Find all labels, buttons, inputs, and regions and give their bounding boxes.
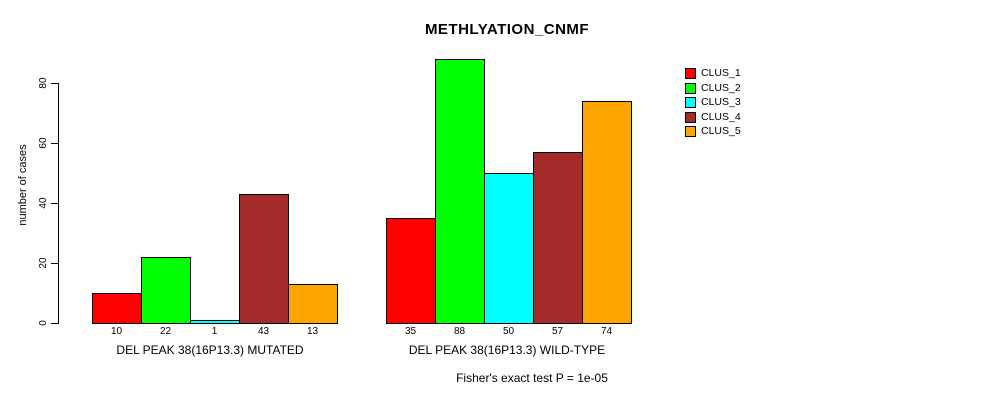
bar-value-label: 35 — [404, 326, 417, 337]
legend-label-clus_5: CLUS_5 — [701, 125, 741, 137]
bar-clus_2-group2 — [435, 59, 485, 324]
bar-clus_5-group1 — [288, 284, 338, 324]
bar-value-label: 43 — [257, 326, 270, 337]
y-tick — [51, 203, 58, 204]
bar-value-label: 10 — [110, 326, 123, 337]
group-label: DEL PEAK 38(16P13.3) WILD-TYPE — [408, 343, 606, 357]
bar-clus_5-group2 — [582, 101, 632, 324]
bar-value-label: 57 — [551, 326, 564, 337]
legend-label-clus_4: CLUS_4 — [701, 110, 741, 123]
legend-swatch-clus_5 — [685, 126, 696, 137]
legend-swatch-clus_3 — [685, 97, 696, 108]
legend-swatch-clus_1 — [685, 68, 696, 79]
bar-value-label: 50 — [502, 326, 515, 337]
y-tick-label: 40 — [38, 197, 49, 209]
y-axis-label: number of cases — [17, 144, 29, 226]
y-tick-label: 0 — [38, 320, 49, 326]
bar-value-label: 13 — [306, 326, 319, 337]
bar-value-label: 1 — [211, 326, 218, 337]
y-tick — [51, 263, 58, 264]
bar-clus_2-group1 — [141, 257, 191, 324]
y-tick-label: 80 — [38, 77, 49, 89]
y-tick-label: 60 — [38, 137, 49, 149]
y-axis-line — [58, 83, 59, 324]
legend-label-clus_3: CLUS_3 — [701, 96, 741, 108]
y-tick-label: 20 — [38, 257, 49, 269]
chart-title: METHLYATION_CNMF — [424, 21, 590, 38]
legend-label-clus_2: CLUS_2 — [701, 81, 741, 94]
bar-value-label: 74 — [600, 326, 613, 337]
bar-clus_4-group2 — [533, 152, 583, 324]
bar-clus_1-group1 — [92, 293, 142, 324]
bar-clus_3-group1 — [190, 320, 240, 324]
legend-swatch-clus_4 — [685, 111, 696, 123]
bar-clus_3-group2 — [484, 173, 534, 324]
group-label: DEL PEAK 38(16P13.3) MUTATED — [116, 343, 304, 357]
y-tick — [51, 83, 58, 84]
bar-clus_4-group1 — [239, 194, 289, 324]
fisher-test-note: Fisher's exact test P = 1e-05 — [456, 371, 608, 385]
legend-label-clus_1: CLUS_1 — [701, 67, 741, 79]
legend-swatch-clus_2 — [685, 82, 696, 94]
y-tick — [51, 323, 58, 324]
bar-value-label: 88 — [453, 326, 466, 337]
bar-clus_1-group2 — [386, 218, 436, 324]
bar-value-label: 22 — [159, 326, 172, 337]
y-tick — [51, 143, 58, 144]
